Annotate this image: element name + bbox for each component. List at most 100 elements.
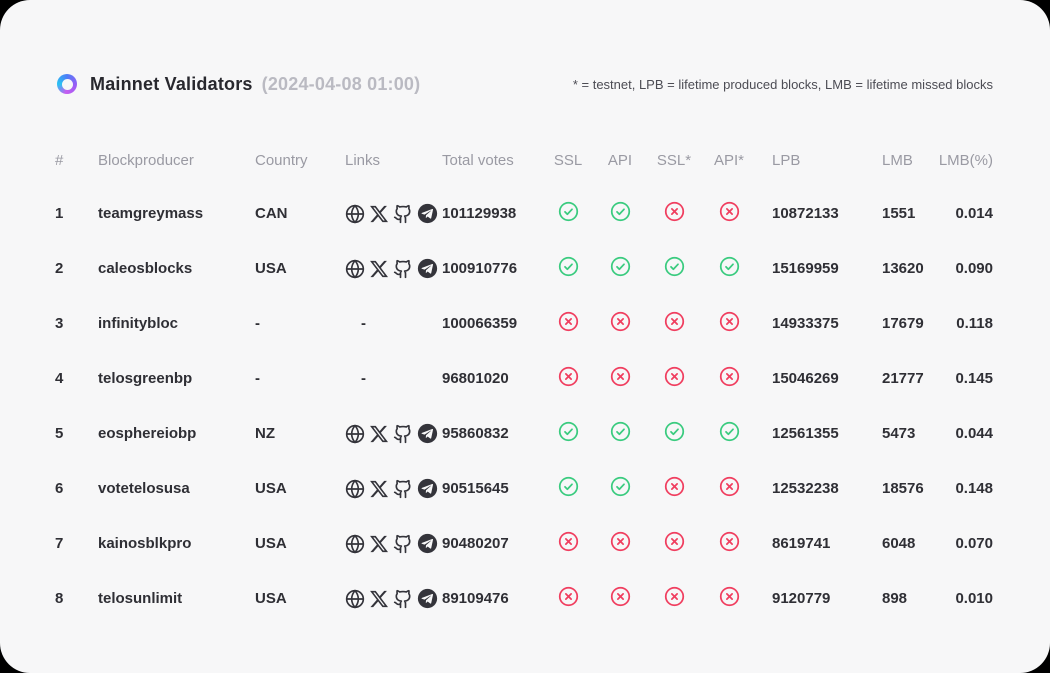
github-icon[interactable]: [393, 204, 413, 224]
lpb-cell: 8619741: [772, 535, 831, 552]
rank-cell: 3: [55, 315, 64, 332]
globe-icon[interactable]: [345, 423, 365, 444]
telegram-icon[interactable]: [417, 258, 438, 279]
blockproducer-cell: kainosblkpro: [98, 535, 192, 552]
col-country: Country: [255, 151, 308, 169]
col-lmb: LMB: [882, 151, 913, 169]
telegram-icon[interactable]: [417, 478, 438, 499]
check-circle-icon: [558, 421, 579, 442]
api-testnet-status-cell: [701, 366, 757, 391]
github-icon[interactable]: [393, 259, 413, 279]
check-circle-icon: [558, 256, 579, 277]
globe-icon[interactable]: [345, 533, 365, 554]
x-icon[interactable]: [369, 424, 389, 444]
country-cell: -: [255, 370, 260, 387]
telegram-icon[interactable]: [417, 203, 438, 224]
table-row: 1 teamgreymass CAN 101129938 10872133 15…: [55, 186, 993, 241]
ssl-status-cell: [543, 256, 593, 281]
globe-icon[interactable]: [345, 478, 365, 499]
ssl-status-cell: [543, 366, 593, 391]
col-api-testnet: API*: [713, 151, 744, 169]
api-testnet-status-cell: [701, 476, 757, 501]
table-row: 2 caleosblocks USA 100910776 15169959 13…: [55, 241, 993, 296]
api-status-cell: [593, 476, 647, 501]
rank-cell: 5: [55, 425, 64, 442]
total-votes-cell: 90480207: [442, 535, 509, 552]
telegram-icon[interactable]: [417, 588, 438, 609]
lmb-pct-cell: 0.148: [955, 480, 993, 497]
blockproducer-cell: eosphereiobp: [98, 425, 197, 442]
total-votes-cell: 89109476: [442, 590, 509, 607]
github-icon[interactable]: [393, 534, 413, 554]
lpb-cell: 14933375: [772, 315, 839, 332]
check-circle-icon: [719, 256, 740, 277]
globe-icon[interactable]: [345, 203, 365, 224]
x-icon[interactable]: [369, 259, 389, 279]
ssl-status-cell: [543, 421, 593, 446]
rank-cell: 1: [55, 205, 64, 222]
country-cell: USA: [255, 480, 287, 497]
country-cell: USA: [255, 590, 287, 607]
github-icon[interactable]: [393, 479, 413, 499]
lmb-pct-cell: 0.044: [955, 425, 993, 442]
lmb-cell: 6048: [882, 535, 916, 552]
api-status-cell: [593, 366, 647, 391]
globe-icon[interactable]: [345, 258, 365, 279]
x-icon[interactable]: [369, 204, 389, 224]
x-icon[interactable]: [369, 479, 389, 499]
page-title: Mainnet Validators: [90, 73, 253, 94]
api-status-cell: [593, 586, 647, 611]
total-votes-cell: 95860832: [442, 425, 509, 442]
telegram-icon[interactable]: [417, 423, 438, 444]
links-cell: [345, 588, 442, 609]
table-row: 5 eosphereiobp NZ 95860832 12561355 5473…: [55, 406, 993, 461]
ssl-testnet-status-cell: [647, 201, 701, 226]
check-circle-icon: [558, 201, 579, 222]
github-icon[interactable]: [393, 424, 413, 444]
telegram-icon[interactable]: [417, 533, 438, 554]
check-circle-icon: [610, 476, 631, 497]
check-circle-icon: [558, 476, 579, 497]
api-testnet-status-cell: [701, 201, 757, 226]
lpb-cell: 15169959: [772, 260, 839, 277]
rank-cell: 4: [55, 370, 64, 387]
lpb-cell: 12561355: [772, 425, 839, 442]
table-row: 7 kainosblkpro USA 90480207 8619741 6048…: [55, 516, 993, 571]
cross-circle-icon: [558, 531, 579, 552]
col-ssl-testnet: SSL*: [656, 151, 692, 169]
country-cell: USA: [255, 535, 287, 552]
check-circle-icon: [610, 256, 631, 277]
ssl-status-cell: [543, 586, 593, 611]
col-blockproducer: Blockproducer: [98, 151, 194, 169]
globe-icon[interactable]: [345, 588, 365, 609]
ssl-status-cell: [543, 531, 593, 556]
links-cell: [345, 478, 442, 499]
cross-circle-icon: [664, 201, 685, 222]
github-icon[interactable]: [393, 589, 413, 609]
lmb-pct-cell: 0.010: [955, 590, 993, 607]
api-testnet-status-cell: [701, 531, 757, 556]
cross-circle-icon: [610, 366, 631, 387]
blockproducer-cell: votetelosusa: [98, 480, 190, 497]
x-icon[interactable]: [369, 534, 389, 554]
cross-circle-icon: [610, 586, 631, 607]
lmb-cell: 13620: [882, 260, 924, 277]
ssl-testnet-status-cell: [647, 366, 701, 391]
links-cell: [345, 203, 442, 224]
lpb-cell: 10872133: [772, 205, 839, 222]
total-votes-cell: 96801020: [442, 370, 509, 387]
cross-circle-icon: [664, 531, 685, 552]
lmb-cell: 5473: [882, 425, 916, 442]
cross-circle-icon: [558, 586, 579, 607]
cross-circle-icon: [664, 366, 685, 387]
lmb-cell: 898: [882, 590, 908, 607]
cross-circle-icon: [719, 311, 740, 332]
links-cell: -: [361, 315, 366, 332]
api-testnet-status-cell: [701, 421, 757, 446]
ssl-status-cell: [543, 311, 593, 336]
x-icon[interactable]: [369, 589, 389, 609]
cross-circle-icon: [719, 586, 740, 607]
cross-circle-icon: [664, 311, 685, 332]
total-votes-cell: 100910776: [442, 260, 518, 277]
rank-cell: 2: [55, 260, 64, 277]
